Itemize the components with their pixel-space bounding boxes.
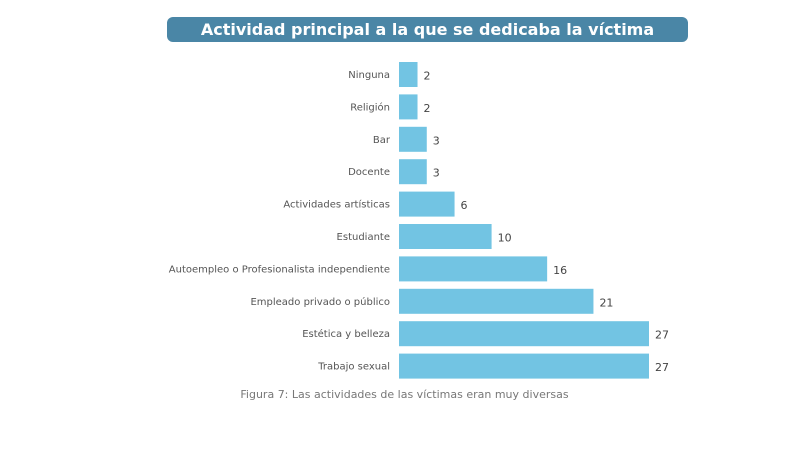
data-label: 27 [655,361,669,374]
bar [399,288,594,314]
category-label: Bar [373,135,391,146]
bar [399,94,418,120]
category-label: Actividades artísticas [283,199,390,211]
data-label: 21 [599,296,613,309]
bar [399,191,455,217]
bar [399,159,427,185]
bar [399,256,548,282]
bar [399,62,418,87]
data-label: 27 [655,329,669,342]
category-label: Estética y belleza [302,328,390,340]
category-label: Trabajo sexual [317,362,390,373]
category-label: Empleado privado o público [250,296,390,308]
category-label: Docente [348,167,390,178]
data-label: 2 [424,70,431,83]
data-label: 16 [553,264,567,277]
data-label: 6 [461,199,468,212]
bar [399,224,492,249]
bar [399,126,427,152]
category-label: Religión [350,101,390,113]
data-label: 3 [433,167,440,180]
data-label: 3 [433,134,440,147]
data-label: 10 [498,232,512,245]
category-label: Ninguna [348,70,390,81]
data-label: 2 [424,102,431,115]
figure-caption: Figura 7: Las actividades de las víctima… [240,388,569,401]
chart-title: Actividad principal a la que se dedicaba… [167,17,688,42]
category-label: Estudiante [337,232,390,243]
bar [399,353,649,379]
bar [399,321,649,347]
category-label: Autoempleo o Profesionalista independien… [169,264,390,275]
